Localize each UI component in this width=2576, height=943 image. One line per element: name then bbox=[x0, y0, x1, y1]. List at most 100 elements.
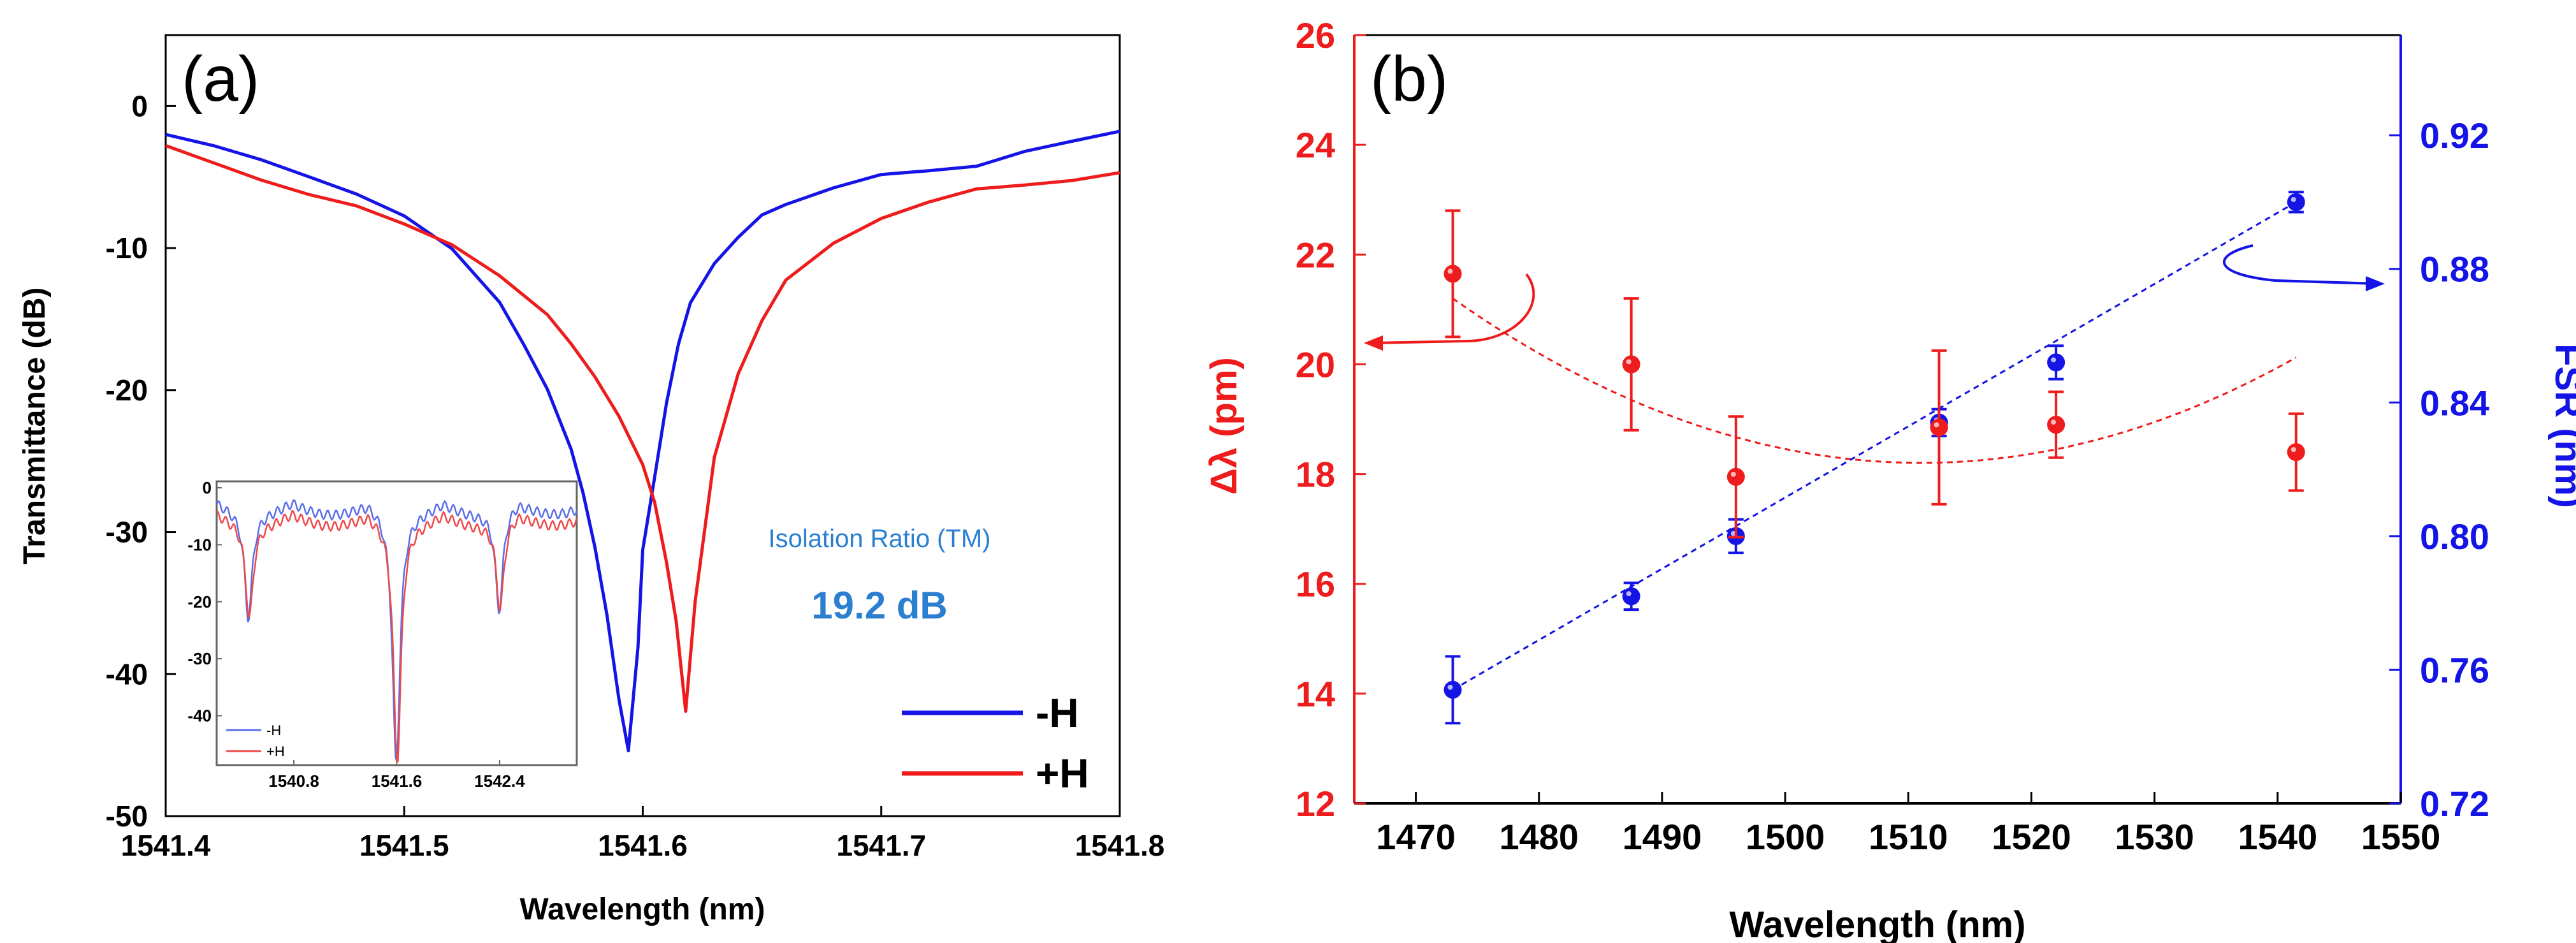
panel-a-legend: -H +H bbox=[902, 690, 1089, 796]
right-arrow-head bbox=[2366, 276, 2385, 291]
isolation-ratio-value: 19.2 dB bbox=[811, 584, 947, 627]
panel-b-right-ticks: 0.72 0.76 0.80 0.84 0.88 0.92 bbox=[2389, 115, 2489, 824]
panel-b-right-tick-label: 0.80 bbox=[2420, 516, 2489, 557]
plus-h-line bbox=[165, 144, 1120, 713]
isolation-ratio-label: Isolation Ratio (TM) bbox=[769, 525, 991, 553]
panel-b-x-tick-label: 1500 bbox=[1746, 817, 1825, 857]
inset-frame bbox=[215, 480, 578, 766]
panel-a-x-tick-label: 1541.6 bbox=[598, 829, 688, 862]
fsr-marker-highlight bbox=[1626, 591, 1632, 597]
left-axis-indicator-arrow bbox=[1364, 273, 1535, 351]
delta-lambda-point bbox=[1930, 349, 1948, 506]
panel-b-x-tick-label: 1490 bbox=[1623, 817, 1702, 857]
panel-a-x-tick-label: 1541.7 bbox=[836, 829, 926, 862]
right-axis-indicator-arrow bbox=[2223, 244, 2385, 291]
panel-b-fit-curves bbox=[1452, 201, 2297, 691]
fsr-marker bbox=[2287, 193, 2305, 211]
panel-b-x-tick-label: 1530 bbox=[2115, 817, 2194, 857]
panel-b-left-tick-label: 24 bbox=[1296, 125, 1335, 165]
panel-b-points bbox=[1444, 191, 2305, 725]
inset-legend-minus-h-label: -H bbox=[266, 722, 281, 738]
delta-lambda-marker-highlight bbox=[1934, 422, 1939, 428]
delta-lambda-marker bbox=[1444, 265, 1462, 283]
panel-a-y-tick-label: 0 bbox=[131, 89, 148, 122]
panel-b-x-axis-label: Wavelength (nm) bbox=[1729, 904, 2025, 943]
inset-y-tick-label: -10 bbox=[187, 535, 212, 554]
panel-a-y-tick-label: -50 bbox=[106, 800, 148, 833]
fsr-marker bbox=[1444, 680, 1462, 699]
panel-a-y-tick-label: -20 bbox=[106, 374, 148, 407]
inset-x-tick-label: 1540.8 bbox=[268, 771, 319, 791]
panel-b-left-tick-label: 16 bbox=[1296, 564, 1335, 604]
panel-a-y-tick-label: -10 bbox=[106, 231, 148, 265]
panel-b-left-axis-label: Δλ (pm) bbox=[1203, 357, 1245, 495]
delta-lambda-fit-curve bbox=[1452, 297, 2297, 464]
panel-b-left-tick-label: 22 bbox=[1296, 235, 1335, 275]
panel-b-x-tick-label: 1480 bbox=[1499, 817, 1579, 857]
panel-b-right-axis-label: FSR (nm) bbox=[2547, 344, 2576, 508]
panel-b-left-ticks: 12 14 16 18 20 22 24 26 bbox=[1296, 15, 1366, 824]
delta-lambda-marker bbox=[1622, 355, 1640, 374]
panel-a-y-tick-label: -30 bbox=[106, 516, 148, 549]
fsr-marker-highlight bbox=[2051, 357, 2057, 363]
inset-y-tick-label: -30 bbox=[187, 649, 212, 668]
panel-b-right-tick-label: 0.84 bbox=[2420, 383, 2489, 423]
fsr-marker bbox=[1622, 587, 1640, 606]
delta-lambda-marker-highlight bbox=[1626, 359, 1632, 365]
delta-lambda-point bbox=[2287, 412, 2305, 492]
delta-lambda-marker-highlight bbox=[2051, 420, 2057, 425]
panel-b-x-tick-label: 1550 bbox=[2361, 817, 2441, 857]
delta-lambda-point bbox=[2047, 390, 2066, 459]
panel-b-left-tick-label: 20 bbox=[1296, 344, 1335, 384]
fsr-point bbox=[1444, 655, 1462, 725]
panel-b-left-tick-label: 26 bbox=[1296, 15, 1335, 55]
panel-b-right-tick-label: 0.76 bbox=[2420, 650, 2489, 690]
panel-b-left-tick-label: 14 bbox=[1296, 674, 1335, 714]
panel-a-x-tick-label: 1541.8 bbox=[1075, 829, 1165, 862]
fsr-point bbox=[1622, 581, 1640, 611]
panel-a-x-ticks: 1541.4 1541.5 1541.6 1541.7 1541.8 bbox=[121, 806, 1165, 862]
legend-minus-h-label: -H bbox=[1036, 690, 1079, 736]
delta-lambda-marker bbox=[2047, 416, 2066, 434]
panel-a-x-tick-label: 1541.5 bbox=[359, 829, 449, 862]
inset-legend-plus-h-label: +H bbox=[266, 743, 285, 759]
panel-a-y-axis-label: Transmittance (dB) bbox=[18, 288, 52, 565]
panel-a: 1541.4 1541.5 1541.6 1541.7 1541.8 0 -10 -20 -3… bbox=[18, 34, 1165, 926]
panel-b-right-tick-label: 0.92 bbox=[2420, 115, 2489, 156]
inset-ticks: 1540.8 1541.6 1542.4 0 -10 -20 -30 -40 bbox=[187, 478, 525, 791]
panel-a-series bbox=[165, 129, 1120, 752]
panel-b-label: (b) bbox=[1370, 43, 1448, 115]
panel-b-right-tick-label: 0.72 bbox=[2420, 784, 2489, 824]
delta-lambda-marker bbox=[2287, 443, 2305, 462]
delta-lambda-marker bbox=[1726, 467, 1745, 486]
inset-y-tick-label: 0 bbox=[203, 478, 212, 497]
fsr-point bbox=[2047, 344, 2066, 381]
delta-lambda-point bbox=[1622, 297, 1640, 432]
panel-a-y-ticks: 0 -10 -20 -30 -40 -50 bbox=[106, 89, 176, 833]
inset-x-tick-label: 1542.4 bbox=[474, 771, 525, 791]
fsr-marker-highlight bbox=[1447, 684, 1453, 690]
panel-b-right-tick-label: 0.88 bbox=[2420, 249, 2489, 289]
minus-h-line bbox=[165, 129, 1120, 752]
inset-y-tick-label: -40 bbox=[187, 706, 212, 726]
panel-b-left-tick-label: 12 bbox=[1296, 784, 1335, 824]
fsr-point bbox=[2287, 191, 2305, 214]
inset-y-tick-label: -20 bbox=[187, 592, 212, 611]
panel-b-x-tick-label: 1510 bbox=[1869, 817, 1948, 857]
fsr-fit-line bbox=[1452, 201, 2297, 691]
panel-b: 1470 1480 1490 1500 1510 1520 1530 1540 1550 12 1… bbox=[1203, 15, 2576, 943]
delta-lambda-marker-highlight bbox=[1730, 471, 1736, 477]
panel-b-x-tick-label: 1520 bbox=[1992, 817, 2071, 857]
delta-lambda-marker-highlight bbox=[2290, 447, 2296, 453]
fsr-marker bbox=[2047, 353, 2066, 372]
legend-plus-h-label: +H bbox=[1036, 750, 1089, 796]
panel-b-x-tick-label: 1470 bbox=[1376, 817, 1456, 857]
panel-a-x-tick-label: 1541.4 bbox=[121, 829, 211, 862]
left-arrow-head bbox=[1364, 335, 1383, 351]
panel-b-x-tick-label: 1540 bbox=[2238, 817, 2318, 857]
delta-lambda-point bbox=[1726, 415, 1745, 539]
panel-a-y-tick-label: -40 bbox=[106, 657, 148, 691]
inset-x-tick-label: 1541.6 bbox=[372, 771, 423, 791]
delta-lambda-marker bbox=[1930, 418, 1948, 437]
